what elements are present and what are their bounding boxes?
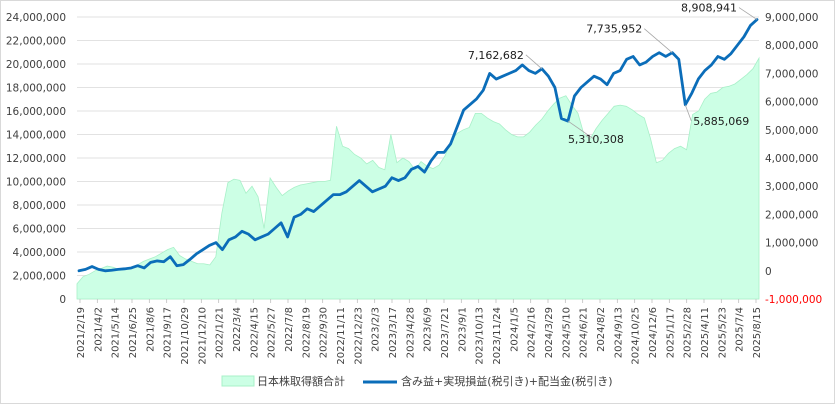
y-left-tick-label: 0: [59, 294, 66, 306]
annotation-leader: [684, 104, 692, 121]
x-tick-label: 2023/2/3: [371, 307, 382, 352]
x-tick-label: 2021/12/10: [197, 307, 208, 365]
y-right-tick-label: -1,000,000: [765, 294, 822, 306]
y-left-tick-label: 14,000,000: [6, 130, 66, 142]
x-tick-label: 2024/1/5: [509, 307, 520, 352]
x-tick-label: 2022/9/30: [319, 307, 330, 358]
y-right-tick-label: 3,000,000: [765, 181, 818, 193]
x-tick-label: 2022/5/27: [267, 307, 278, 358]
y-right-tick-label: 9,000,000: [765, 12, 818, 24]
x-tick-label: 2023/10/13: [475, 307, 486, 365]
x-tick-label: 2021/2/19: [76, 307, 87, 358]
x-tick-label: 2023/9/1: [457, 307, 468, 352]
y-left-tick-label: 2,000,000: [13, 271, 66, 283]
y-left-tick-label: 8,000,000: [13, 200, 66, 212]
y-left-tick-label: 4,000,000: [13, 247, 66, 259]
legend: 日本株取得額合計 含み益+実現損益(税引き)+配当金(税引き): [221, 374, 613, 388]
x-tick-label: 2024/3/29: [544, 307, 555, 358]
x-tick-label: 2024/5/10: [561, 307, 572, 358]
y-right-tick-label: 1,000,000: [765, 238, 818, 250]
y-left-tick-label: 16,000,000: [6, 106, 66, 118]
x-tick-label: 2024/12/6: [648, 307, 659, 358]
y-left-tick-label: 22,000,000: [6, 36, 66, 48]
legend-swatch-area: [221, 375, 255, 387]
x-tick-label: 2025/2/28: [683, 307, 694, 358]
y-right-tick-label: 8,000,000: [765, 40, 818, 52]
x-axis: 2021/2/19 2021/4/2 2021/5/14 2021/6/25 2021/…: [76, 299, 763, 365]
y-right-tick-label: 5,000,000: [765, 125, 818, 137]
x-tick-label: 2023/7/21: [440, 307, 451, 358]
x-tick-label: 2025/5/23: [717, 307, 728, 358]
x-tick-label: 2021/9/17: [163, 307, 174, 358]
x-tick-label: 2022/1/21: [215, 307, 226, 358]
x-tick-label: 2023/4/28: [405, 307, 416, 358]
line-series: [77, 18, 759, 273]
x-tick-label: 2021/6/25: [128, 307, 139, 358]
x-tick-label: 2021/8/6: [145, 307, 156, 352]
x-tick-label: 2022/12/23: [353, 307, 364, 365]
x-tick-label: 2025/1/17: [665, 307, 676, 358]
annotation-label: 7,162,682: [468, 49, 524, 62]
right-axis: -1,000,000 0 1,000,000 2,000,000 3,000,000 4,…: [765, 12, 822, 306]
y-left-tick-label: 24,000,000: [6, 12, 66, 24]
x-tick-label: 2022/11/11: [336, 307, 347, 365]
x-tick-label: 2021/10/29: [180, 307, 191, 365]
x-tick-label: 2021/4/2: [93, 307, 104, 352]
annotation-label: 5,310,308: [568, 133, 624, 146]
area-series-shape: [76, 56, 760, 300]
annotation-leader: [738, 7, 758, 20]
x-tick-label: 2022/7/8: [284, 307, 295, 352]
x-tick-label: 2024/6/21: [579, 307, 590, 358]
legend-label-line: 含み益+実現損益(税引き)+配当金(税引き): [401, 374, 613, 388]
x-tick-label: 2023/11/24: [492, 307, 503, 365]
annotation-leader: [525, 54, 543, 70]
annotation-leader: [567, 120, 595, 140]
annotation-label: 8,908,941: [681, 2, 737, 15]
x-tick-label: 2022/3/4: [232, 307, 243, 352]
annotation-leader: [643, 28, 673, 53]
x-tick-label: 2023/3/17: [388, 307, 399, 358]
y-left-tick-label: 10,000,000: [6, 177, 66, 189]
y-right-tick-label: 7,000,000: [765, 68, 818, 80]
x-tick-label: 2024/8/2: [596, 307, 607, 352]
y-left-tick-label: 18,000,000: [6, 83, 66, 95]
y-right-tick-label: 0: [765, 266, 772, 278]
x-tick-label: 2022/4/15: [249, 307, 260, 358]
x-tick-label: 2024/10/25: [631, 307, 642, 365]
annotations: 7,162,682 5,310,308 7,735,952 5,885,069 8,90…: [468, 2, 758, 146]
legend-label-area: 日本株取得額合計: [257, 374, 345, 388]
left-axis: 0 2,000,000 4,000,000 6,000,000 8,000,000 10,…: [6, 12, 66, 306]
annotation-label: 5,885,069: [693, 115, 749, 128]
y-right-tick-label: 4,000,000: [765, 153, 818, 165]
annotation-label: 7,735,952: [586, 23, 642, 36]
line-series-path: [77, 18, 759, 273]
x-tick-label: 2022/8/19: [301, 307, 312, 358]
y-right-tick-label: 6,000,000: [765, 97, 818, 109]
x-tick-label: 2025/7/4: [735, 307, 746, 352]
y-left-tick-label: 6,000,000: [13, 224, 66, 236]
y-right-tick-label: 2,000,000: [765, 209, 818, 221]
x-tick-label: 2025/4/11: [700, 307, 711, 358]
x-tick-label: 2024/9/13: [613, 307, 624, 358]
y-left-tick-label: 12,000,000: [6, 153, 66, 165]
y-left-tick-label: 20,000,000: [6, 59, 66, 71]
area-series: [76, 56, 760, 300]
x-tick-label: 2023/6/9: [423, 307, 434, 352]
x-tick-label: 2025/8/15: [752, 307, 763, 358]
x-tick-label: 2021/5/14: [111, 307, 122, 358]
x-tick-label: 2024/2/16: [527, 307, 538, 358]
